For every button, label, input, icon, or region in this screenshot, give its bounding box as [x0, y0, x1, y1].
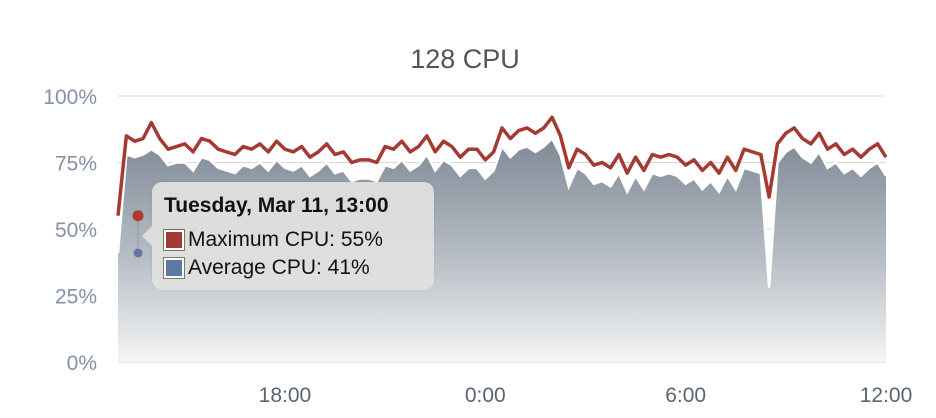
x-axis: 18:00 0:00 6:00 12:00	[259, 384, 913, 407]
x-tick-label: 12:00	[860, 384, 913, 407]
average-swatch-icon	[163, 257, 185, 279]
tooltip: Tuesday, Mar 11, 13:00 Maximum CPU: 55% …	[142, 182, 434, 290]
maximum-marker[interactable]	[132, 210, 144, 222]
y-tick-label: 25%	[55, 286, 97, 309]
average-marker[interactable]	[133, 248, 143, 258]
y-tick-label: 100%	[43, 86, 97, 109]
y-tick-label: 0%	[67, 352, 97, 375]
average-cpu-line	[116, 136, 888, 288]
maximum-cpu-line	[116, 115, 888, 216]
y-tick-label: 75%	[55, 153, 97, 176]
tooltip-maximum-label: Maximum CPU: 55%	[188, 228, 383, 251]
maximum-swatch-icon	[163, 229, 185, 251]
tooltip-title: Tuesday, Mar 11, 13:00	[164, 194, 389, 217]
chart-title: 128 CPU	[410, 44, 520, 74]
tooltip-row-average: Average CPU: 41%	[163, 256, 370, 280]
x-tick-label: 6:00	[665, 384, 706, 407]
tooltip-row-maximum: Maximum CPU: 55%	[163, 228, 383, 252]
y-axis: 100% 75% 50% 25% 0%	[43, 86, 97, 375]
x-tick-label: 0:00	[465, 384, 506, 407]
tooltip-arrow	[142, 226, 152, 246]
y-tick-label: 50%	[55, 219, 97, 242]
x-tick-label: 18:00	[259, 384, 312, 407]
tooltip-average-label: Average CPU: 41%	[188, 256, 370, 279]
